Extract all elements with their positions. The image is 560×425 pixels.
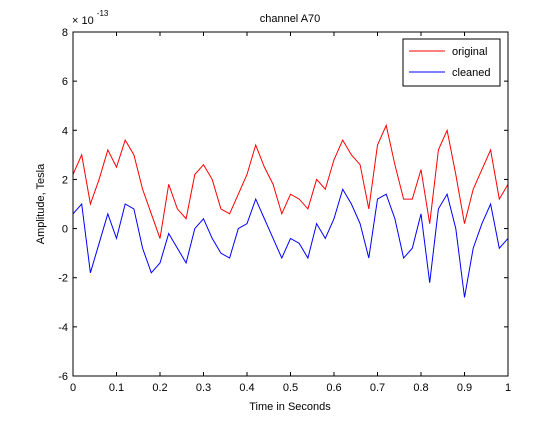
y-exponent-power: -13 xyxy=(97,9,109,18)
legend-cleaned-label: cleaned xyxy=(452,67,491,79)
chart-title: channel A70 xyxy=(260,13,321,25)
y-exponent-base: × 10 xyxy=(72,15,94,27)
y-tick-label: 0 xyxy=(62,224,68,236)
y-tick-label: -2 xyxy=(58,273,68,285)
x-axis: 0 0.1 0.2 0.3 0.4 0.5 0.6 0.7 0.8 0.9 1 xyxy=(70,32,511,394)
x-tick-label: 0.6 xyxy=(326,382,341,394)
x-tick-label: 0.3 xyxy=(196,382,211,394)
y-tick-label: 6 xyxy=(62,76,68,88)
x-axis-label: Time in Seconds xyxy=(249,401,331,413)
y-tick-label: 2 xyxy=(62,174,68,186)
y-exponent-label: × 10 -13 xyxy=(72,9,109,27)
x-tick-label: 0.5 xyxy=(283,382,298,394)
x-tick-label: 0.8 xyxy=(413,382,428,394)
x-tick-label: 0 xyxy=(70,382,76,394)
y-axis-label: Amplitude, Tesla xyxy=(35,163,47,244)
x-tick-label: 0.4 xyxy=(239,382,254,394)
y-tick-label: -4 xyxy=(58,322,68,334)
y-tick-label: 4 xyxy=(62,125,68,137)
legend-box xyxy=(402,38,501,87)
x-tick-label: 0.1 xyxy=(109,382,124,394)
x-tick-label: 0.7 xyxy=(370,382,385,394)
x-tick-label: 0.9 xyxy=(457,382,472,394)
y-tick-label: -6 xyxy=(58,371,68,383)
legend: original cleaned xyxy=(402,38,501,87)
y-tick-label: 8 xyxy=(62,27,68,39)
series-line-cleaned xyxy=(72,188,509,298)
series-line-original xyxy=(72,123,509,239)
x-tick-label: 1 xyxy=(505,382,511,394)
legend-original-label: original xyxy=(452,46,487,58)
x-tick-label: 0.2 xyxy=(152,382,167,394)
plot-background xyxy=(73,32,508,376)
y-axis: -6 -4 -2 0 2 4 6 8 xyxy=(58,27,508,383)
plot-lines xyxy=(72,123,509,298)
